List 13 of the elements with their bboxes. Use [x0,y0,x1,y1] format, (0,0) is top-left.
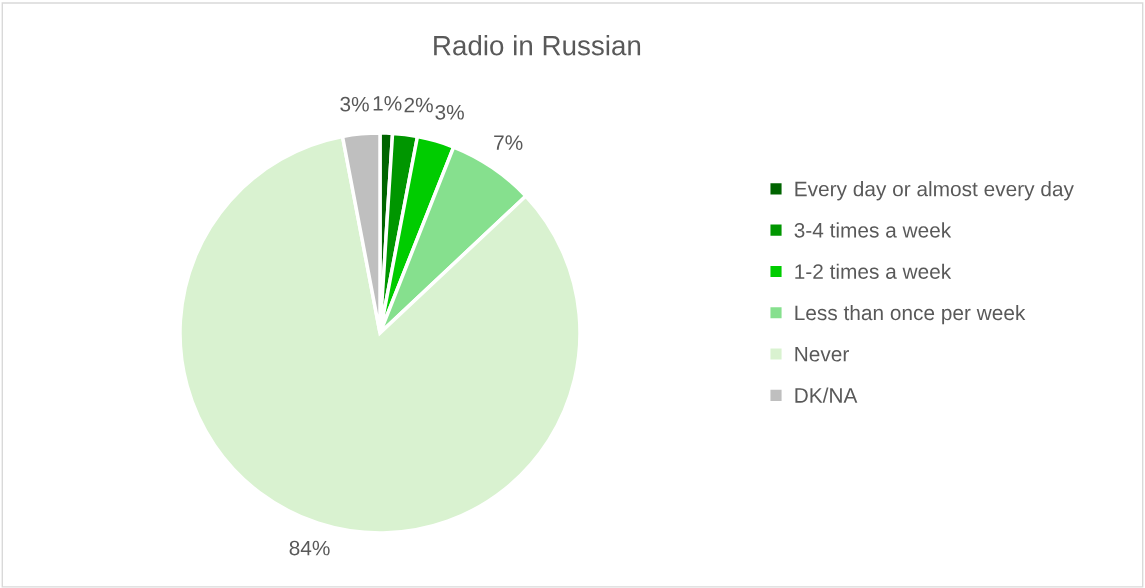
data-label: 1% [373,96,402,111]
legend-label: Less than once per week [795,304,1026,325]
data-label: 84% [289,540,330,556]
data-label: 3% [435,104,464,120]
legend-label: Never [795,347,849,362]
legend-label: 3-4 times a week [794,222,952,238]
legend-label: DK/NA [795,387,858,403]
data-label: 3% [340,96,369,112]
legend-label: 1-2 times a week [795,263,952,279]
data-label: 2% [404,97,433,113]
chart-title: Radio in Russian [434,35,641,56]
legend-label: Every day or almost every day [795,181,1074,201]
data-label: 7% [494,135,523,150]
